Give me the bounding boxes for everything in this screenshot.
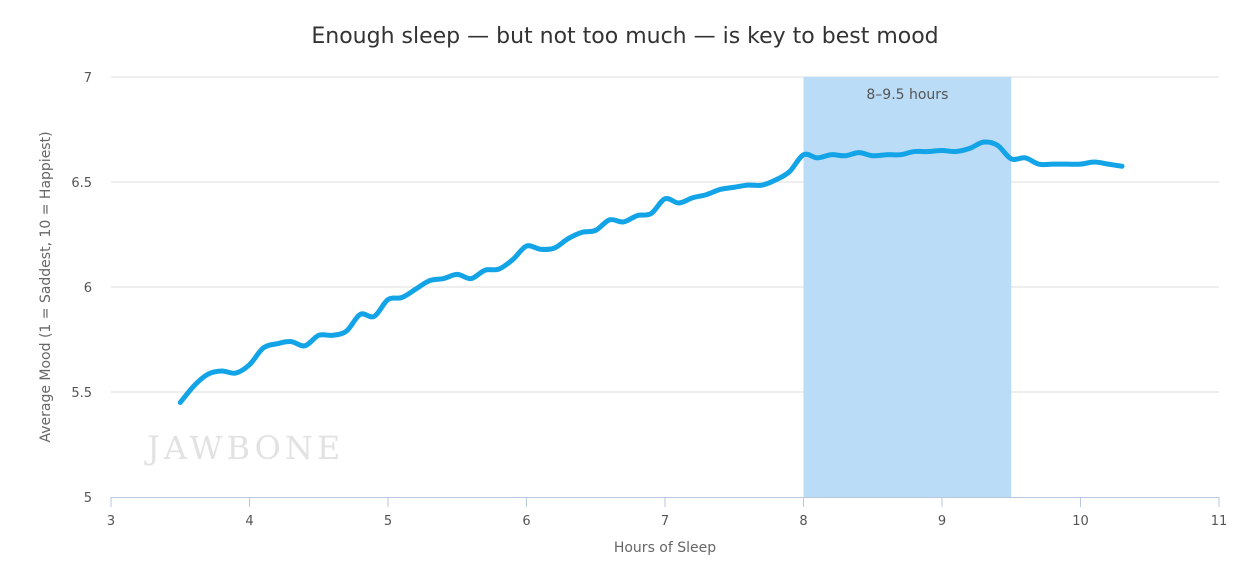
x-axis: 3 4 5 6 7 8 9 10 11	[107, 497, 1227, 529]
x-tick-label: 4	[245, 514, 253, 529]
highlight-band	[803, 77, 1012, 497]
x-tick-label: 3	[107, 514, 115, 529]
x-tick-label: 5	[384, 514, 392, 529]
y-axis-label: Average Mood (1 = Saddest, 10 = Happiest…	[38, 131, 54, 442]
band-label: 8–9.5 hours	[866, 87, 948, 103]
y-tick-label: 6.5	[71, 176, 92, 191]
x-tick-label: 10	[1072, 514, 1089, 529]
grid	[111, 76, 1219, 393]
y-tick-label: 6	[84, 281, 92, 296]
y-axis: 5 5.5 6 6.5 7	[71, 71, 92, 506]
y-tick-label: 5	[84, 491, 92, 506]
x-axis-label: Hours of Sleep	[614, 540, 716, 556]
x-tick-label: 9	[938, 514, 946, 529]
y-tick-label: 7	[84, 71, 92, 86]
watermark-logo: JAWBONE	[144, 429, 344, 467]
x-tick-label: 11	[1211, 514, 1228, 529]
x-tick-label: 7	[661, 514, 669, 529]
chart-title: Enough sleep — but not too much — is key…	[311, 24, 938, 49]
y-tick-label: 5.5	[71, 386, 92, 401]
series-line	[177, 139, 1125, 405]
x-tick-label: 8	[799, 514, 807, 529]
x-tick-label: 6	[522, 514, 530, 529]
